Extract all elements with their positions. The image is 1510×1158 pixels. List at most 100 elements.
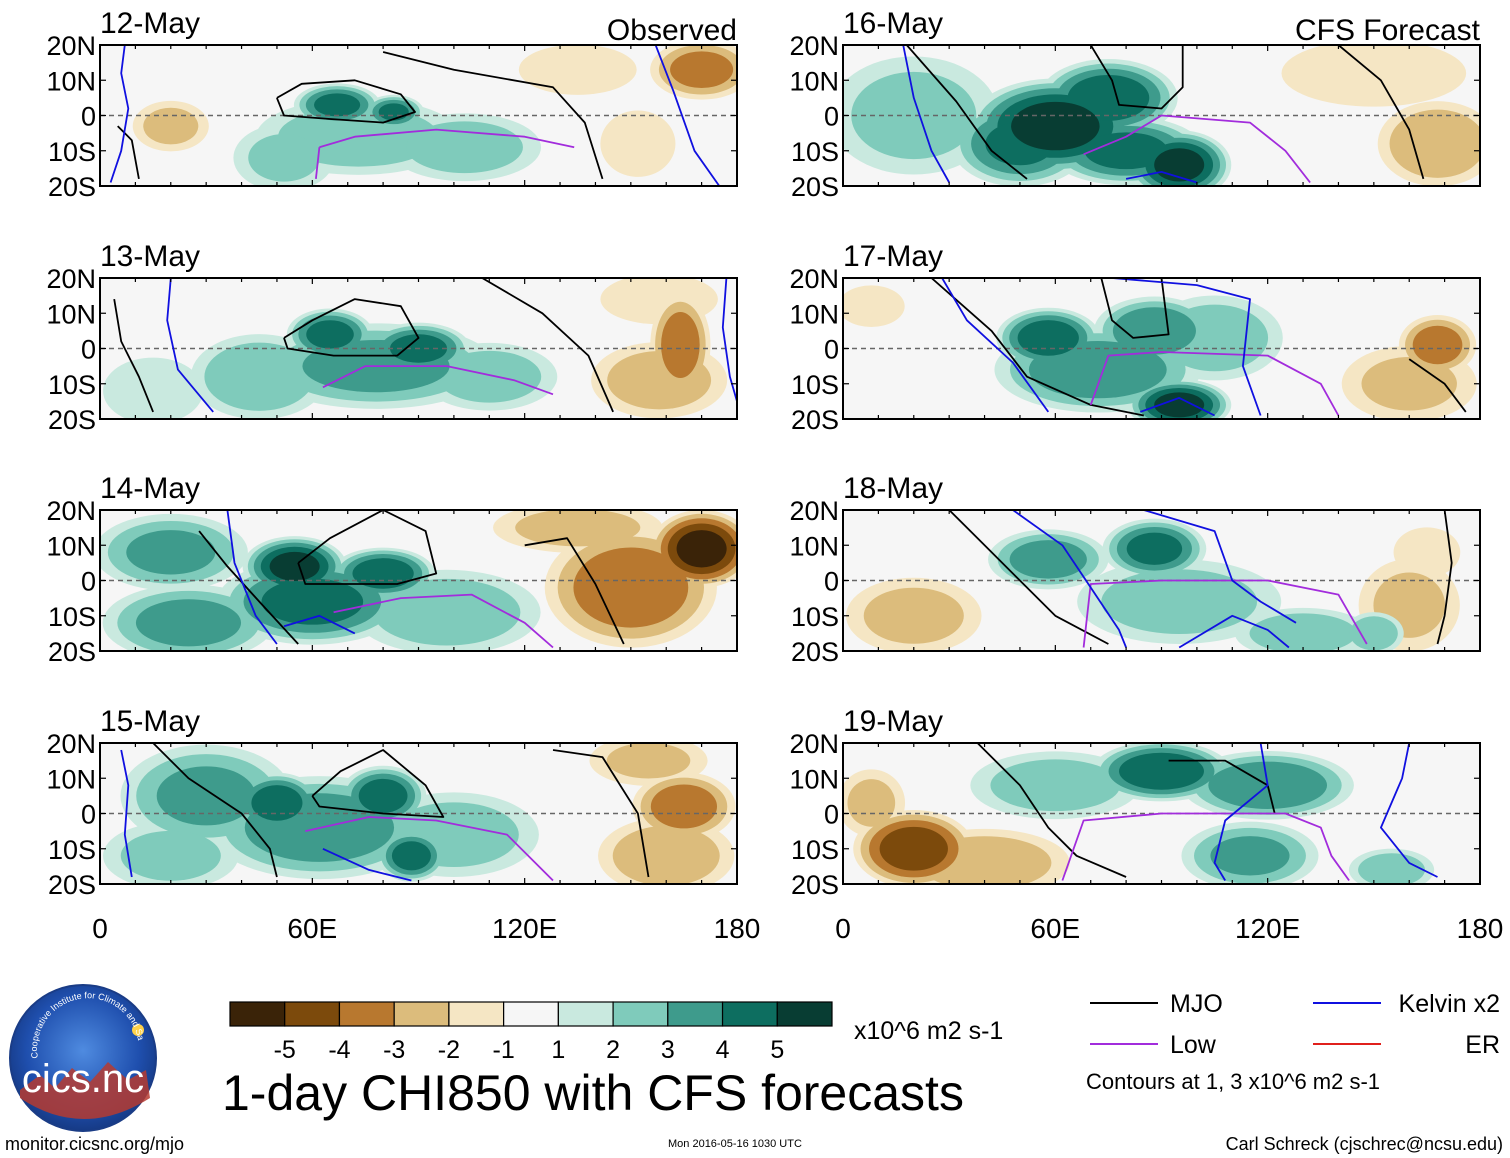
contour-mjo xyxy=(1408,358,1467,413)
colorbar-swatch xyxy=(721,1001,778,1027)
y-tick-label: 20N xyxy=(46,496,96,526)
anomaly-blob xyxy=(1119,752,1204,790)
y-tick-label: 10N xyxy=(46,299,96,329)
y-tick-label: 20S xyxy=(791,172,839,202)
panel-date: 13-May xyxy=(100,240,200,273)
y-tick-label: 10N xyxy=(789,764,839,794)
y-tick-label: 20S xyxy=(791,637,839,667)
colorbar-swatch xyxy=(448,1001,505,1027)
contour-kelvin xyxy=(1380,743,1438,878)
column-title-forecast: CFS Forecast xyxy=(1295,14,1481,47)
panel-date: 19-May xyxy=(843,705,943,738)
x-tick-label: 120E xyxy=(1235,913,1300,944)
anomaly-blob xyxy=(248,134,320,182)
contour-kelvin xyxy=(166,278,214,413)
y-tick-label: 0 xyxy=(824,102,839,132)
y-tick-label: 10S xyxy=(791,835,839,865)
anomaly-blob xyxy=(103,357,204,419)
anomaly-blob xyxy=(1126,532,1183,565)
panel-19-May: 20N 10N 0 10S 20S 19-May xyxy=(789,705,1481,900)
footer-site: monitor.cicsnc.org/mjo xyxy=(5,1134,184,1154)
panel-12-May: 20N 10N 0 10S 20S 12-May Observed xyxy=(46,7,738,202)
y-tick-label: 10S xyxy=(791,602,839,632)
anomaly-blob xyxy=(847,779,896,827)
y-tick-label: 10S xyxy=(791,137,839,167)
contour-kelvin xyxy=(283,614,356,635)
anomaly-blob xyxy=(120,830,221,881)
anomaly-blob xyxy=(1028,341,1167,399)
main-title: 1-day CHI850 with CFS forecasts xyxy=(222,1065,964,1121)
anomaly-blob xyxy=(1112,307,1196,355)
contour-mjo xyxy=(1337,45,1425,180)
y-tick-label: 10S xyxy=(791,370,839,400)
colorbar-swatch xyxy=(612,1001,669,1027)
y-tick-label: 20S xyxy=(48,172,96,202)
anomaly-blob xyxy=(515,510,641,547)
contour-kelvin xyxy=(322,847,412,882)
y-tick-label: 20N xyxy=(46,264,96,294)
colorbar-label: -1 xyxy=(493,1036,515,1064)
anomaly-blob xyxy=(1389,109,1480,178)
anomaly-field xyxy=(103,743,736,884)
column-title-observed: Observed xyxy=(607,14,737,47)
contour-kelvin xyxy=(1139,397,1216,417)
anomaly-blob xyxy=(1361,357,1457,411)
colorbar-label: 1 xyxy=(551,1036,565,1064)
panel-16-May: 20N 10N 0 10S 20S 16-May CFS Forecast xyxy=(789,7,1481,202)
panel-14-May: 20N 10N 0 10S 20S 14-May xyxy=(46,472,738,667)
y-tick-label: 10S xyxy=(48,370,96,400)
contour-low xyxy=(1083,114,1311,184)
colorbar-label: -2 xyxy=(438,1036,460,1064)
contour-mjo xyxy=(552,749,650,878)
contour-low xyxy=(1082,579,1368,648)
contour-low xyxy=(333,593,554,649)
contour-mjo xyxy=(152,743,278,878)
anomaly-blob xyxy=(373,578,521,646)
colorbar-label: -5 xyxy=(274,1036,296,1064)
panel-date: 14-May xyxy=(100,472,200,505)
anomaly-blob xyxy=(1017,320,1079,356)
contour-mjo xyxy=(948,510,1109,645)
y-tick-label: 20N xyxy=(789,729,839,759)
anomaly-blob xyxy=(843,285,905,327)
anomaly-blob xyxy=(358,778,408,813)
y-tick-label: 10N xyxy=(46,531,96,561)
contour-kelvin xyxy=(1012,510,1127,648)
contour-kelvin xyxy=(1111,278,1262,416)
contour-mjo xyxy=(524,537,625,645)
contour-kelvin xyxy=(721,278,737,402)
anomaly-blob xyxy=(661,312,700,378)
legend-note: Contours at 1, 3 x10^6 m2 s-1 xyxy=(1086,1069,1380,1094)
anomaly-blob xyxy=(863,587,964,644)
contour-low xyxy=(322,365,554,396)
contour-low xyxy=(305,816,554,882)
anomaly-blob xyxy=(1009,540,1087,579)
contour-mjo xyxy=(1436,510,1453,645)
anomaly-blob xyxy=(1358,853,1425,884)
legend-label: ER xyxy=(1465,1031,1500,1059)
panels-group: 20N 10N 0 10S 20S 12-May Observed 20N 10N 0 10S 20S… xyxy=(46,7,1481,900)
anomaly-blob xyxy=(1084,132,1168,170)
anomaly-blob xyxy=(204,342,315,411)
anomaly-blob xyxy=(261,578,364,625)
contour-mjo xyxy=(906,45,1028,180)
anomaly-blob xyxy=(879,826,948,871)
anomaly-blob xyxy=(251,785,303,821)
x-tick-label: 120E xyxy=(492,913,557,944)
contour-mjo xyxy=(481,278,614,413)
x-axes: 0 60E 120E 180 0 60E 120E 180 xyxy=(92,913,1503,944)
anomaly-blob xyxy=(1210,836,1290,876)
anomaly-blob xyxy=(1249,613,1357,651)
y-tick-label: 0 xyxy=(81,567,96,597)
y-tick-label: 10N xyxy=(789,299,839,329)
x-tick-label: 180 xyxy=(714,913,761,944)
y-tick-label: 20N xyxy=(789,264,839,294)
contour-mjo xyxy=(297,510,438,585)
panel-13-May: 20N 10N 0 10S 20S 13-May xyxy=(46,240,738,435)
panel-18-May: 20N 10N 0 10S 20S 18-May xyxy=(789,472,1481,667)
anomaly-blob xyxy=(1067,74,1150,121)
contour-kelvin xyxy=(1178,614,1290,649)
colorbar-swatch xyxy=(284,1001,341,1027)
y-tick-label: 10N xyxy=(46,764,96,794)
contour-kelvin xyxy=(654,45,721,186)
